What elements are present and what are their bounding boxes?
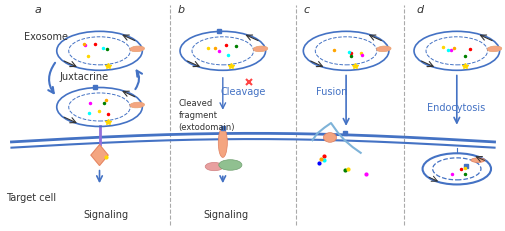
Ellipse shape bbox=[252, 47, 267, 52]
Text: d: d bbox=[416, 5, 423, 15]
Text: Signaling: Signaling bbox=[83, 209, 128, 219]
Text: Signaling: Signaling bbox=[204, 209, 248, 219]
Ellipse shape bbox=[130, 47, 144, 52]
Ellipse shape bbox=[323, 133, 336, 143]
Ellipse shape bbox=[376, 47, 390, 52]
Text: b: b bbox=[177, 5, 184, 15]
Text: a: a bbox=[34, 5, 41, 15]
Text: Cleaved
fragment
(extodomain): Cleaved fragment (extodomain) bbox=[178, 99, 234, 131]
Text: Target cell: Target cell bbox=[7, 192, 57, 202]
Circle shape bbox=[205, 163, 223, 171]
Text: Juxtacrine: Juxtacrine bbox=[59, 72, 108, 82]
Ellipse shape bbox=[470, 158, 484, 163]
Ellipse shape bbox=[218, 128, 227, 158]
Ellipse shape bbox=[486, 47, 501, 52]
Text: c: c bbox=[302, 5, 309, 15]
Text: Cleavage: Cleavage bbox=[220, 87, 266, 97]
Ellipse shape bbox=[130, 103, 144, 108]
Polygon shape bbox=[91, 145, 108, 166]
Text: Fusion: Fusion bbox=[316, 87, 347, 97]
Text: Exosome: Exosome bbox=[24, 32, 68, 42]
Text: Endocytosis: Endocytosis bbox=[426, 103, 484, 113]
Circle shape bbox=[218, 160, 241, 170]
